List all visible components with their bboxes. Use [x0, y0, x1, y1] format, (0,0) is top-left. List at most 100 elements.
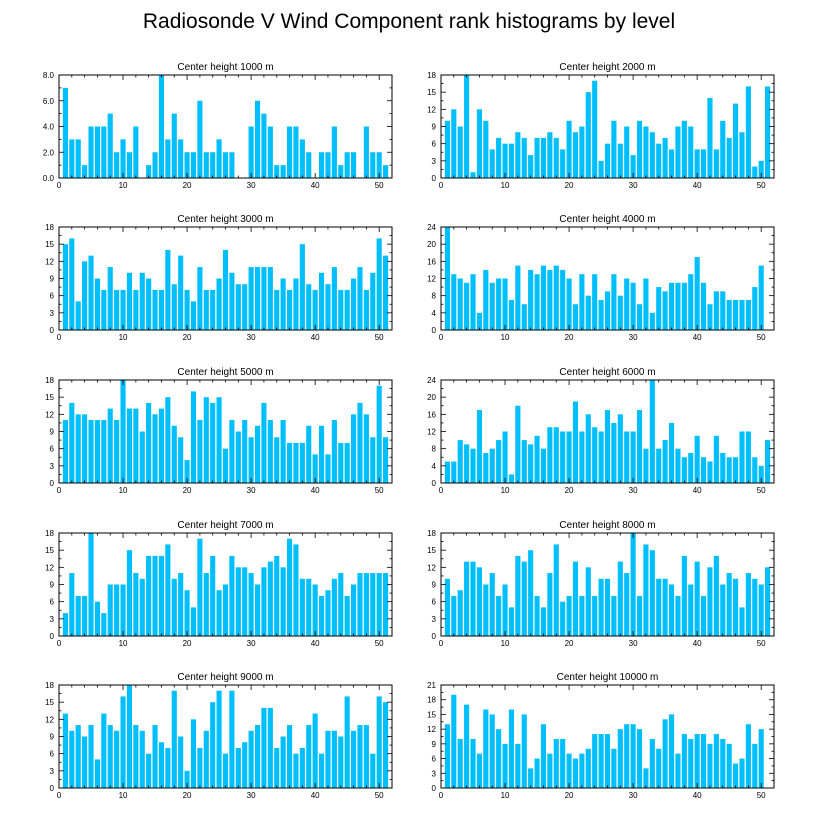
bar	[319, 272, 325, 330]
bar	[210, 289, 216, 330]
bar	[496, 278, 502, 330]
bar	[572, 758, 579, 788]
bar	[306, 425, 312, 483]
bar	[319, 152, 325, 178]
bar	[636, 120, 643, 178]
bar	[752, 578, 758, 636]
bar	[190, 719, 197, 788]
x-tick-label: 10	[501, 486, 510, 495]
bar	[707, 567, 713, 636]
bar	[357, 267, 363, 330]
bar	[88, 420, 94, 483]
bar	[248, 573, 254, 636]
bar	[470, 738, 476, 788]
bar	[624, 126, 630, 178]
bar	[656, 578, 662, 636]
bar	[133, 573, 139, 636]
bar	[566, 431, 572, 483]
bar	[107, 725, 113, 788]
bar	[694, 149, 700, 178]
bar	[444, 724, 450, 788]
y-tick-label: 0	[432, 632, 437, 641]
x-tick-label: 50	[757, 181, 766, 190]
y-tick-label: 4.0	[43, 123, 55, 132]
bar	[553, 137, 559, 178]
y-tick-label: 3	[50, 462, 55, 471]
y-tick-label: 15	[45, 546, 54, 555]
bar	[146, 753, 152, 788]
y-tick-label: 3	[50, 615, 55, 624]
bar	[668, 714, 675, 788]
bar	[604, 291, 611, 331]
panel-title: Center height 10000 m	[557, 672, 659, 683]
x-tick-label: 50	[375, 333, 384, 342]
x-tick-label: 40	[311, 791, 320, 800]
bar	[444, 578, 450, 636]
bar	[515, 265, 521, 331]
bar	[604, 410, 611, 483]
bar	[547, 427, 553, 483]
bar	[114, 289, 120, 330]
bar	[69, 139, 75, 179]
bar	[662, 440, 668, 483]
bar	[662, 578, 668, 636]
bar	[286, 289, 293, 330]
bar	[560, 149, 566, 178]
bar	[470, 172, 476, 178]
bar	[733, 578, 739, 636]
y-tick-label: 18	[45, 376, 54, 385]
x-tick-label: 20	[183, 333, 192, 342]
bar	[675, 753, 681, 788]
bar	[383, 165, 389, 179]
bar	[739, 132, 745, 178]
bar	[274, 555, 280, 636]
bar	[325, 454, 331, 483]
panel-title: Center height 3000 m	[177, 214, 273, 225]
bar	[758, 584, 764, 636]
bar	[280, 736, 286, 788]
bar	[701, 457, 707, 483]
bar	[62, 87, 68, 179]
bar	[566, 120, 572, 178]
bar	[139, 431, 145, 483]
y-tick-label: 20	[427, 240, 436, 249]
bar	[675, 595, 681, 636]
bar	[158, 75, 165, 178]
bar	[694, 734, 700, 788]
bar	[338, 165, 344, 179]
y-tick-label: 6	[50, 445, 55, 454]
bar	[502, 584, 508, 636]
bar	[190, 152, 197, 178]
bar	[534, 137, 540, 178]
bar	[190, 301, 197, 330]
bar	[88, 725, 94, 788]
y-tick-label: 8	[432, 292, 437, 301]
bar	[286, 725, 293, 788]
bar	[152, 414, 158, 483]
bar	[662, 719, 668, 788]
bar	[547, 132, 553, 178]
bar	[376, 573, 382, 636]
bar	[325, 284, 331, 330]
bar	[82, 261, 88, 330]
bar	[363, 126, 369, 178]
bar	[254, 100, 261, 178]
panel-5: Center height 5000 m 0 10 20 30 40 50 0 3 6 9 12 15 1…	[45, 367, 393, 495]
bar	[483, 709, 489, 788]
bar	[668, 584, 675, 636]
bar	[267, 707, 273, 788]
y-tick-label: 8	[432, 445, 437, 454]
y-tick-label: 0.0	[43, 174, 55, 183]
bar	[165, 397, 171, 483]
bar	[476, 753, 482, 788]
bar	[656, 287, 662, 330]
bar	[688, 584, 694, 636]
bar	[94, 278, 100, 330]
bar	[528, 550, 534, 636]
bar	[643, 768, 649, 788]
x-tick-label: 10	[119, 486, 128, 495]
bar	[126, 408, 132, 483]
bar	[585, 414, 591, 483]
bar	[261, 267, 267, 330]
bar	[502, 431, 508, 483]
